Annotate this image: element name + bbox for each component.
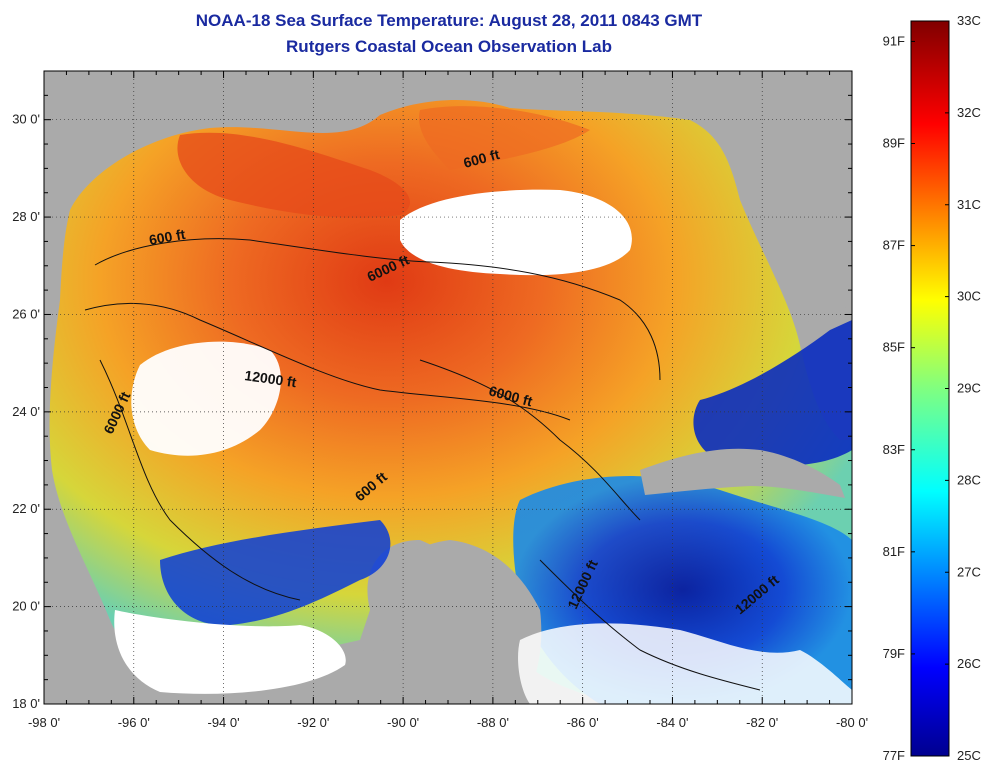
map-ticks — [43, 70, 853, 705]
colorbar-celsius-label: 33C — [957, 13, 981, 28]
sst-map: 600 ft 600 ft 600 ft 6000 ft 6000 ft 600… — [44, 71, 852, 704]
contour-6000-east — [419, 359, 641, 521]
colorbar-celsius-label: 25C — [957, 748, 981, 763]
latitude-labels: 18 0' 20 0' 22 0' 24 0' 26 0' 28 0' 30 0' — [12, 112, 40, 711]
cloud-mask-bay — [114, 610, 346, 694]
florida-land — [730, 110, 852, 327]
colorbar-fahrenheit-label: 89F — [883, 136, 905, 151]
contour-6000 — [84, 302, 571, 421]
colorbar-fahrenheit-label: 77F — [883, 748, 905, 763]
lat-tick-label: 24 0' — [12, 404, 40, 419]
colorbar-celsius-label: 28C — [957, 472, 981, 487]
colorbar — [910, 20, 950, 757]
contour-12000-south — [539, 559, 761, 691]
map-gridlines — [44, 71, 852, 704]
cold-south-bay — [160, 520, 391, 626]
colorbar-fahrenheit-labels: 91F 89F 87F 85F 83F 81F 79F 77F — [883, 33, 905, 763]
colorbar-celsius-label: 29C — [957, 381, 981, 396]
lon-tick-label: -82 0' — [746, 715, 778, 730]
map-title: NOAA-18 Sea Surface Temperature: August … — [195, 11, 703, 30]
lat-tick-label: 30 0' — [12, 112, 40, 127]
cuba-land — [640, 448, 845, 498]
cold-east-florida — [693, 320, 852, 466]
cloud-mask-south — [518, 623, 852, 704]
map-subtitle: Rutgers Coastal Ocean Observation Lab — [286, 37, 612, 56]
colorbar-ticks — [911, 20, 949, 757]
contour-label-600-west: 600 ft — [148, 226, 187, 248]
cloud-mask-west — [131, 341, 281, 456]
colorbar-celsius-label: 27C — [957, 564, 981, 579]
lon-tick-label: -92 0' — [297, 715, 329, 730]
lon-tick-label: -96 0' — [118, 715, 150, 730]
yucatan-land — [370, 540, 542, 704]
contour-label-12000-center: 12000 ft — [244, 367, 298, 390]
bathymetry-contours — [84, 238, 761, 691]
colorbar-celsius-labels: 33C 32C 31C 30C 29C 28C 27C 26C 25C — [957, 13, 981, 763]
lon-tick-label: -94 0' — [207, 715, 239, 730]
lon-tick-label: -86 0' — [567, 715, 599, 730]
warm-core — [177, 132, 410, 218]
lon-tick-label: -90 0' — [387, 715, 419, 730]
lat-tick-label: 22 0' — [12, 501, 40, 516]
lat-tick-label: 26 0' — [12, 306, 40, 321]
colorbar-fahrenheit-label: 85F — [883, 340, 905, 355]
longitude-labels: -98 0' -96 0' -94 0' -92 0' -90 0' -88 0' -86 … — [28, 715, 868, 730]
contour-600 — [94, 238, 661, 381]
lat-tick-label: 18 0' — [12, 696, 40, 711]
colorbar-fahrenheit-label: 83F — [883, 442, 905, 457]
cloud-mask-north — [400, 189, 632, 276]
lat-tick-label: 20 0' — [12, 599, 40, 614]
contour-12000 — [99, 359, 301, 601]
lon-tick-label: -88 0' — [477, 715, 509, 730]
lon-tick-label: -84 0' — [656, 715, 688, 730]
colorbar-celsius-label: 30C — [957, 289, 981, 304]
lon-tick-label: -80 0' — [836, 715, 868, 730]
colorbar-fahrenheit-label: 81F — [883, 544, 905, 559]
colorbar-fahrenheit-label: 91F — [883, 33, 905, 48]
colorbar-fahrenheit-label: 87F — [883, 238, 905, 253]
colorbar-celsius-label: 32C — [957, 105, 981, 120]
colorbar-celsius-label: 31C — [957, 197, 981, 212]
warm-east — [419, 106, 590, 170]
lon-tick-label: -98 0' — [28, 715, 60, 730]
colorbar-celsius-label: 26C — [957, 656, 981, 671]
lat-tick-label: 28 0' — [12, 209, 40, 224]
colorbar-fahrenheit-label: 79F — [883, 646, 905, 661]
